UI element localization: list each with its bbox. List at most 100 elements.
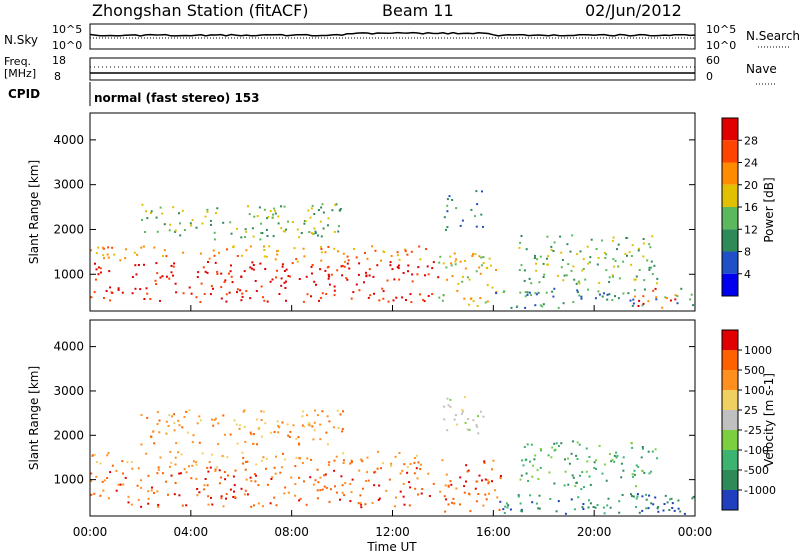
range-cell [679, 510, 682, 513]
range-cell [91, 454, 94, 457]
range-cell [692, 304, 695, 307]
range-cell [638, 511, 641, 514]
range-cell [220, 297, 223, 300]
range-cell [202, 266, 205, 269]
power-yaxis: 4000 3000 2000 1000 [53, 133, 695, 281]
range-cell [105, 290, 108, 292]
range-cell [310, 295, 312, 298]
range-cell [382, 290, 385, 293]
velocity-colorbar: 1000 500 100 25 -25 -100 -500 -1000 [721, 329, 776, 511]
range-cell [146, 416, 149, 419]
range-cell [322, 211, 325, 214]
range-cell [519, 502, 522, 505]
range-cell [588, 456, 591, 458]
range-cell [670, 497, 673, 500]
range-cell [330, 273, 333, 276]
range-cell [521, 510, 523, 513]
range-cell [464, 267, 467, 270]
range-cell [224, 279, 227, 282]
range-cell [580, 297, 583, 300]
range-cell [134, 264, 137, 267]
range-cell [211, 503, 214, 506]
range-cell [141, 203, 144, 206]
range-cell [203, 484, 206, 487]
range-cell [277, 222, 280, 225]
range-cell [177, 419, 180, 422]
range-cell [618, 511, 621, 514]
range-cell [537, 507, 540, 510]
range-cell [394, 455, 397, 458]
range-cell [553, 442, 556, 445]
range-cell [247, 205, 249, 208]
range-cell [328, 461, 331, 464]
range-cell [208, 461, 211, 463]
range-cell [177, 451, 180, 454]
range-cell [627, 292, 630, 295]
range-cell [137, 264, 140, 266]
range-cell [374, 470, 377, 473]
range-cell [260, 410, 263, 413]
range-cell [503, 290, 506, 293]
range-cell [469, 297, 472, 300]
range-cell [195, 463, 198, 466]
range-cell [157, 466, 160, 469]
range-cell [445, 498, 448, 501]
range-cell [315, 283, 317, 286]
range-cell [233, 484, 236, 487]
range-cell [255, 463, 258, 466]
range-cell [361, 460, 364, 463]
range-cell [260, 285, 263, 288]
range-cell [650, 260, 653, 263]
range-cell [324, 269, 327, 272]
range-cell [612, 258, 615, 261]
range-cell [181, 426, 184, 429]
range-cell [328, 283, 331, 286]
range-cell [196, 494, 199, 497]
range-cell [106, 454, 109, 457]
range-cell [362, 487, 364, 490]
range-cell [191, 441, 194, 444]
range-cell [121, 291, 124, 294]
range-cell [387, 300, 390, 303]
range-cell [472, 419, 475, 422]
range-cell [342, 452, 345, 455]
range-cell [656, 507, 659, 510]
range-cell [217, 443, 220, 446]
range-cell [232, 246, 235, 249]
range-cell [327, 273, 330, 276]
range-cell [548, 471, 551, 474]
range-cell [316, 234, 319, 237]
range-cell [413, 472, 416, 475]
range-cell [596, 263, 599, 266]
freq-panel-frame [89, 57, 696, 81]
range-cell [143, 263, 145, 266]
range-cell [131, 292, 134, 295]
range-cell [209, 219, 212, 222]
range-cell [102, 489, 105, 492]
range-cell [386, 279, 389, 282]
range-cell [446, 397, 449, 400]
range-cell [299, 457, 302, 460]
range-cell [313, 227, 316, 230]
range-cell [406, 471, 409, 474]
range-cell [481, 190, 483, 193]
range-cell [527, 480, 530, 482]
range-cell [127, 495, 130, 498]
range-cell [341, 428, 344, 430]
range-cell [529, 460, 531, 463]
range-cell [643, 471, 646, 474]
range-cell [170, 271, 173, 274]
range-cell [204, 270, 207, 273]
range-cell [576, 458, 579, 460]
range-cell [477, 415, 479, 418]
range-cell [374, 249, 377, 252]
range-cell [328, 500, 331, 503]
range-cell [499, 475, 502, 477]
range-cell [464, 396, 466, 399]
range-cell [499, 500, 502, 503]
range-cell [90, 493, 93, 496]
range-cell [546, 235, 549, 238]
range-cell [351, 478, 354, 481]
range-cell [284, 287, 287, 289]
range-cell [559, 235, 562, 238]
